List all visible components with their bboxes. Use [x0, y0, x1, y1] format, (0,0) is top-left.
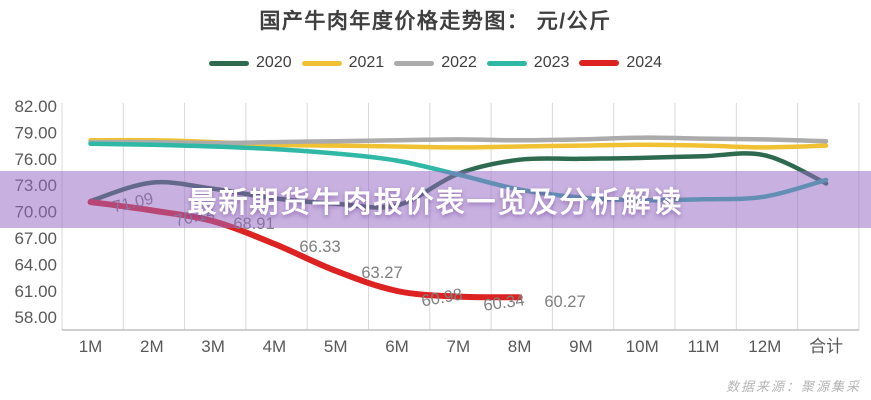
legend-swatch-2020 — [209, 60, 250, 66]
headline-banner[interactable]: 最新期货牛肉报价表一览及分析解读 — [0, 171, 871, 228]
y-axis-tick-label: 76.00 — [14, 150, 57, 169]
x-axis-tick-label: 合计 — [809, 337, 843, 356]
legend-swatch-2023 — [486, 60, 527, 66]
legend-swatch-2022 — [394, 60, 435, 66]
data-label-2024: 60.98 — [420, 286, 464, 311]
legend-label-2021: 2021 — [348, 54, 385, 71]
x-axis-tick-label: 2M — [140, 337, 164, 356]
x-axis-tick-label: 7M — [446, 337, 470, 356]
x-axis-tick-label: 3M — [201, 337, 225, 356]
series-line-2022 — [88, 135, 829, 146]
legend-label-2022: 2022 — [441, 54, 477, 71]
y-axis-tick-label: 82.00 — [14, 97, 57, 116]
x-axis-tick-label: 1M — [79, 337, 103, 356]
data-label-2024: 60.34 — [482, 291, 525, 315]
x-axis-tick-label: 12M — [748, 337, 781, 356]
legend-label-2024: 2024 — [626, 54, 662, 71]
legend-swatch-2024 — [579, 60, 620, 66]
x-axis-tick-label: 5M — [324, 337, 348, 356]
y-axis-tick-label: 67.00 — [14, 229, 57, 248]
x-axis-tick-label: 4M — [263, 337, 287, 356]
legend-item-2023: 2023 — [486, 54, 570, 72]
data-label-2024: 66.33 — [299, 238, 340, 256]
legend-label-2020: 2020 — [256, 54, 292, 71]
legend-swatch-2021 — [301, 60, 342, 66]
x-axis-tick-label: 9M — [569, 337, 593, 356]
legend-item-2022: 2022 — [394, 54, 477, 72]
data-source-note: 数据来源：聚源集采 — [725, 379, 861, 394]
y-axis-tick-label: 64.00 — [14, 255, 57, 274]
y-axis-tick-label: 58.00 — [14, 308, 57, 327]
data-label-2024: 63.27 — [361, 264, 402, 282]
chart-legend: 2020 2021 2022 2023 2024 — [0, 54, 871, 72]
x-axis-tick-label: 11M — [688, 337, 720, 356]
y-axis-tick-label: 61.00 — [14, 282, 57, 301]
chart-title: 国产牛肉年度价格走势图： 元/公斤 — [259, 10, 612, 33]
headline-text[interactable]: 最新期货牛肉报价表一览及分析解读 — [187, 186, 684, 219]
legend-item-2021: 2021 — [301, 54, 385, 72]
legend-item-2020: 2020 — [209, 54, 292, 72]
data-label-2024: 60.27 — [544, 293, 585, 311]
x-axis-tick-label: 6M — [385, 337, 409, 356]
x-axis-tick-label: 8M — [508, 337, 532, 356]
x-axis-tick-label: 10M — [626, 337, 659, 356]
legend-label-2023: 2023 — [533, 54, 570, 71]
legend-item-2024: 2024 — [579, 54, 662, 72]
y-axis-tick-label: 79.00 — [14, 123, 57, 142]
